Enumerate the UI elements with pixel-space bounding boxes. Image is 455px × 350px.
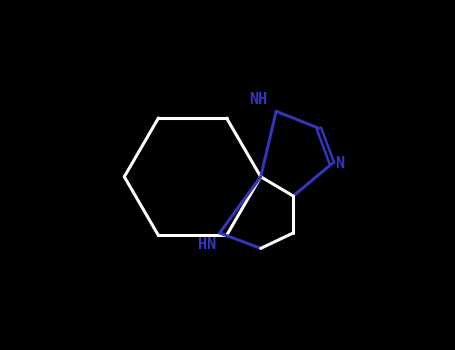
Text: N: N <box>335 156 344 171</box>
Text: NH: NH <box>248 92 267 107</box>
Text: HN: HN <box>198 237 217 252</box>
